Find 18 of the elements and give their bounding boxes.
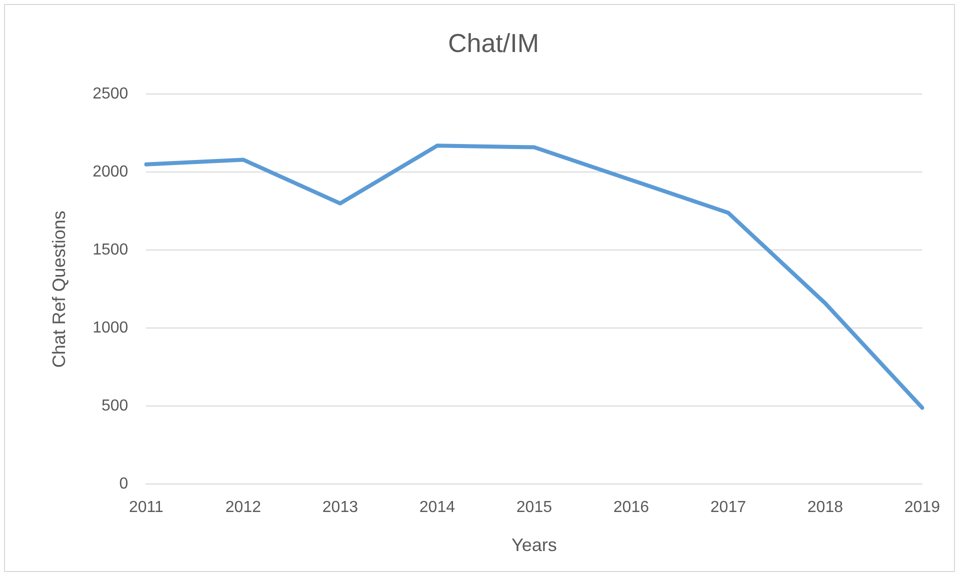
x-tick-label: 2016 — [613, 499, 650, 516]
x-tick-label: 2013 — [322, 499, 358, 516]
y-tick-label: 0 — [119, 476, 128, 493]
y-tick-label: 1500 — [92, 242, 128, 259]
y-tick-label: 1000 — [92, 320, 128, 337]
chart-title: Chat/IM — [448, 28, 540, 58]
y-tick-label: 500 — [101, 398, 128, 415]
x-tick-label: 2014 — [419, 499, 456, 516]
x-tick-label: 2015 — [516, 499, 552, 516]
x-tick-label: 2018 — [807, 499, 844, 516]
x-tick-label: 2012 — [225, 499, 262, 516]
y-tick-label: 2000 — [92, 164, 128, 181]
x-tick-label: 2011 — [128, 499, 164, 516]
x-axis-title: Years — [512, 535, 557, 556]
x-tick-label: 2019 — [904, 499, 940, 516]
y-tick-label: 2500 — [92, 86, 128, 103]
y-axis-title: Chat Ref Questions — [48, 210, 69, 368]
x-tick-label: 2017 — [710, 499, 746, 516]
